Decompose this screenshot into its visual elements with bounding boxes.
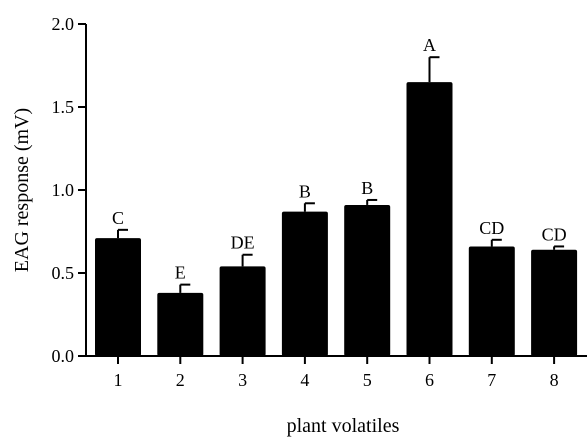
bar — [407, 82, 453, 356]
significance-letter: C — [112, 208, 124, 228]
bar — [282, 212, 328, 356]
bar — [531, 250, 577, 356]
y-axis-title: EAG response (mV) — [11, 108, 33, 272]
x-tick-label: 4 — [300, 370, 309, 390]
y-tick-label: 0.5 — [52, 263, 75, 283]
significance-letter: DE — [231, 233, 255, 253]
bar — [157, 293, 203, 356]
significance-letter: E — [175, 263, 186, 283]
x-tick-label: 5 — [363, 370, 372, 390]
bar — [95, 238, 141, 356]
x-tick-label: 3 — [238, 370, 247, 390]
x-tick-label: 2 — [176, 370, 185, 390]
significance-letter: A — [423, 35, 436, 55]
y-tick-label: 2.0 — [52, 14, 75, 34]
x-tick-label: 1 — [114, 370, 123, 390]
y-tick-label: 1.0 — [52, 180, 75, 200]
significance-letter: B — [361, 178, 373, 198]
bar — [469, 246, 515, 356]
bars — [95, 57, 577, 356]
y-tick-label: 1.5 — [52, 97, 75, 117]
x-axis-title: plant volatiles — [287, 415, 400, 437]
x-tick-label: 8 — [550, 370, 559, 390]
bar — [220, 266, 266, 356]
x-tick-label: 7 — [487, 370, 496, 390]
x-tick-label: 6 — [425, 370, 434, 390]
significance-letter: CD — [479, 218, 504, 238]
significance-letter: CD — [542, 224, 567, 244]
significance-letter: B — [299, 181, 311, 201]
labels: C E DE B B A CD CD — [112, 35, 567, 282]
bar — [344, 205, 390, 356]
y-tick-label: 0.0 — [52, 346, 75, 366]
